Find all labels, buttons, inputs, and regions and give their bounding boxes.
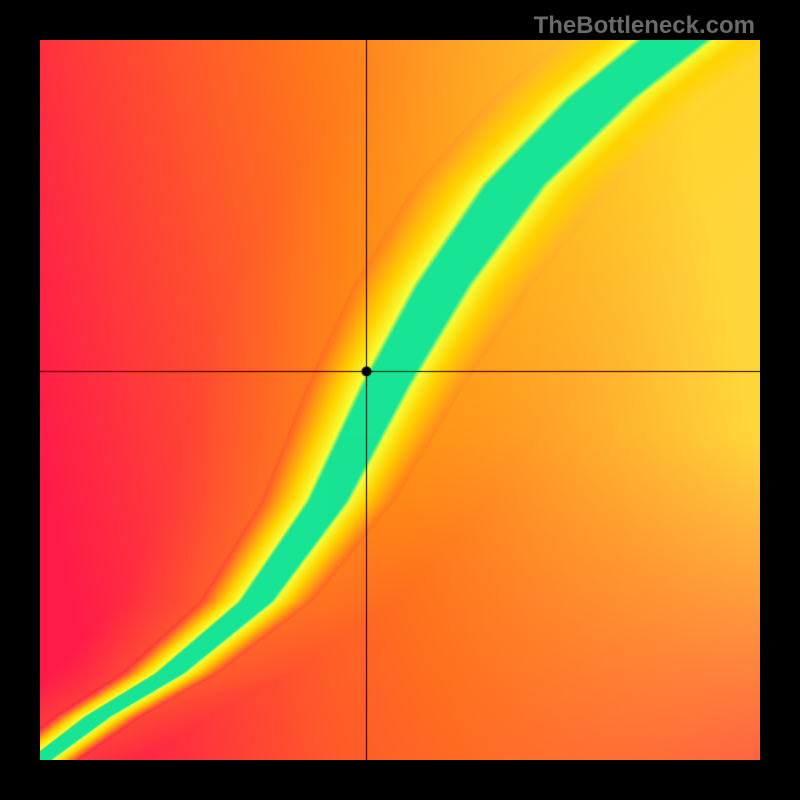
chart-container: TheBottleneck.com bbox=[0, 0, 800, 800]
watermark-text: TheBottleneck.com bbox=[534, 12, 755, 40]
bottleneck-heatmap bbox=[40, 40, 760, 760]
